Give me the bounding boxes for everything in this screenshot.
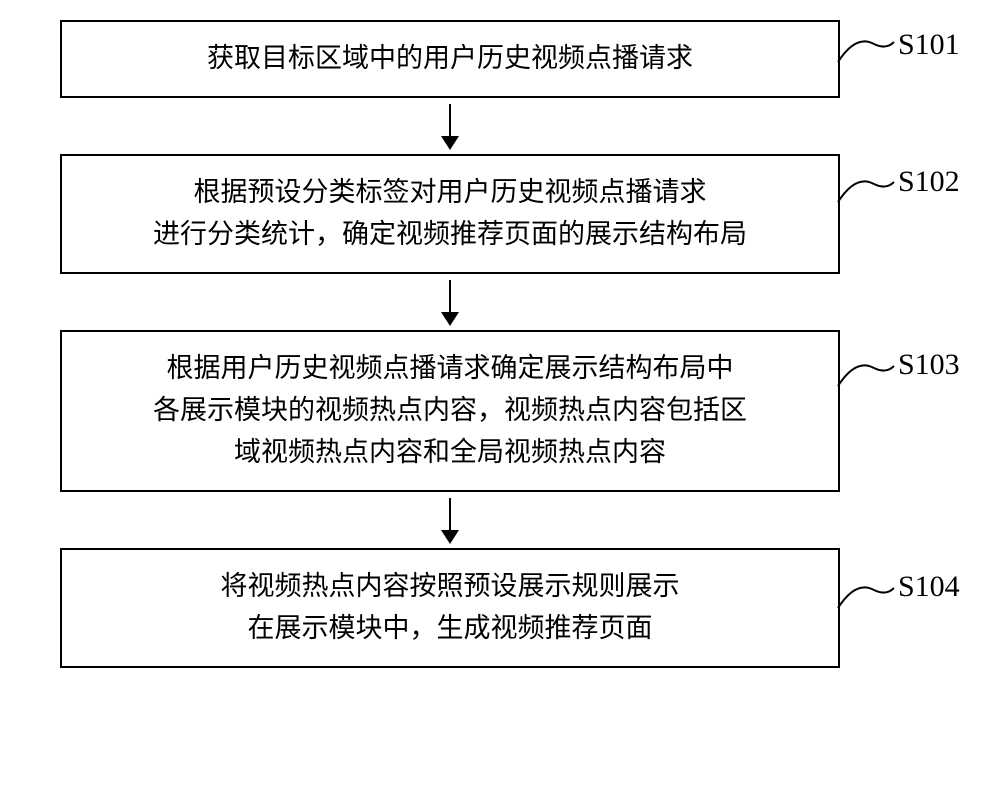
connector-curve-icon	[836, 356, 896, 416]
connector-3	[836, 356, 896, 416]
connector-4	[836, 578, 896, 638]
connector-2	[836, 172, 896, 232]
connector-1	[836, 32, 896, 92]
connector-curve-icon	[836, 32, 896, 92]
connector-curve-icon	[836, 578, 896, 638]
arrow-down-icon	[449, 280, 451, 324]
connector-curve-icon	[836, 172, 896, 232]
step-label-2: S102	[898, 165, 960, 199]
flowchart-container: 获取目标区域中的用户历史视频点播请求 根据预设分类标签对用户历史视频点播请求进行…	[60, 20, 840, 668]
step-text-4: 将视频热点内容按照预设展示规则展示在展示模块中，生成视频推荐页面	[221, 566, 680, 650]
step-label-4: S104	[898, 570, 960, 604]
arrow-down-icon	[449, 104, 451, 148]
step-box-4: 将视频热点内容按照预设展示规则展示在展示模块中，生成视频推荐页面	[60, 548, 840, 668]
step-box-1: 获取目标区域中的用户历史视频点播请求	[60, 20, 840, 98]
step-text-2: 根据预设分类标签对用户历史视频点播请求进行分类统计，确定视频推荐页面的展示结构布…	[153, 172, 747, 256]
arrow-1-2	[60, 98, 840, 154]
step-text-3: 根据用户历史视频点播请求确定展示结构布局中各展示模块的视频热点内容，视频热点内容…	[153, 348, 747, 474]
step-text-1: 获取目标区域中的用户历史视频点播请求	[207, 38, 693, 80]
step-box-3: 根据用户历史视频点播请求确定展示结构布局中各展示模块的视频热点内容，视频热点内容…	[60, 330, 840, 492]
arrow-3-4	[60, 492, 840, 548]
arrow-2-3	[60, 274, 840, 330]
step-label-3: S103	[898, 348, 960, 382]
arrow-down-icon	[449, 498, 451, 542]
step-label-1: S101	[898, 28, 960, 62]
step-box-2: 根据预设分类标签对用户历史视频点播请求进行分类统计，确定视频推荐页面的展示结构布…	[60, 154, 840, 274]
